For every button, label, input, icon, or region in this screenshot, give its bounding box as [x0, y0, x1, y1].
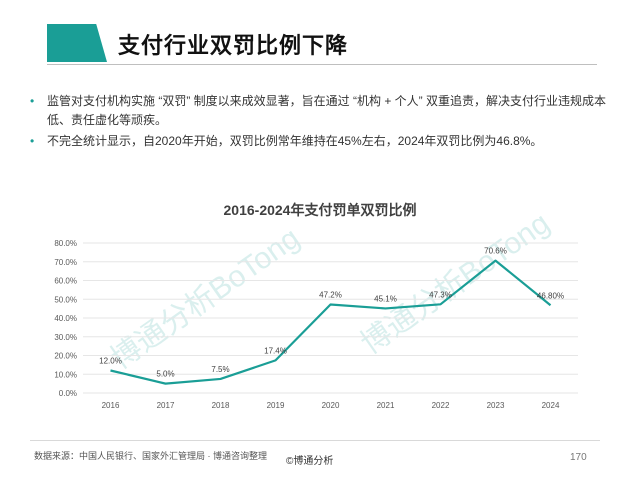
y-tick-label: 60.0% — [54, 277, 77, 286]
x-tick-label: 2024 — [542, 401, 560, 410]
page-number: 170 — [570, 452, 587, 463]
x-tick-label: 2018 — [212, 401, 230, 410]
bullet-text-1: 监管对支付机构实施 “双罚” 制度以来成效显著，旨在通过 “机构 + 个人” 双… — [47, 94, 606, 127]
data-label: 47.3% — [429, 290, 452, 299]
bullet-item-2: • 不完全统计显示，自2020年开始，双罚比例常年维持在45%左右，2024年双… — [30, 132, 620, 151]
y-tick-label: 10.0% — [54, 370, 77, 379]
title-divider — [47, 64, 597, 65]
x-tick-label: 2017 — [157, 401, 175, 410]
title-accent-block — [47, 24, 107, 62]
bullet-dot-icon: • — [30, 134, 35, 148]
y-tick-label: 70.0% — [54, 258, 77, 267]
x-tick-label: 2023 — [487, 401, 505, 410]
x-axis-ticks: 2016 2017 2018 2019 2020 2021 2022 2023 2024 — [102, 401, 560, 410]
data-label: 70.6% — [484, 247, 507, 256]
footer-divider — [30, 440, 600, 441]
y-tick-label: 40.0% — [54, 314, 77, 323]
copyright: ©博通分析 — [286, 456, 334, 467]
data-label: 45.1% — [374, 294, 397, 303]
data-labels: 12.0% 5.0% 7.5% 17.4% 47.2% 45.1% 47.3% 70.6% 46… — [99, 247, 564, 379]
y-axis-ticks: 0.0% 10.0% 20.0% 30.0% 40.0% 50.0% 60.0% 70.0% 8… — [54, 239, 77, 398]
y-tick-label: 50.0% — [54, 295, 77, 304]
bullet-list: • 监管对支付机构实施 “双罚” 制度以来成效显著，旨在通过 “机构 + 个人”… — [30, 92, 620, 153]
y-tick-label: 30.0% — [54, 333, 77, 342]
data-label: 7.5% — [211, 365, 229, 374]
x-tick-label: 2019 — [267, 401, 285, 410]
data-label: 46.80% — [537, 291, 564, 300]
chart-container: 博通分析BoTong 博通分析BoTong 2016-2024年支付罚单双罚比例 … — [30, 190, 610, 422]
x-tick-label: 2022 — [432, 401, 450, 410]
y-tick-label: 20.0% — [54, 352, 77, 361]
y-tick-label: 80.0% — [54, 239, 77, 248]
bullet-item-1: • 监管对支付机构实施 “双罚” 制度以来成效显著，旨在通过 “机构 + 个人”… — [30, 92, 620, 130]
y-tick-label: 0.0% — [59, 389, 77, 398]
x-tick-label: 2016 — [102, 401, 120, 410]
data-source: 数据来源：中国人民银行、国家外汇管理局 · 博通咨询整理 — [34, 451, 267, 461]
data-label: 47.2% — [319, 291, 342, 300]
bullet-text-2: 不完全统计显示，自2020年开始，双罚比例常年维持在45%左右，2024年双罚比… — [47, 134, 543, 148]
bullet-dot-icon: • — [30, 94, 35, 108]
page-title: 支付行业双罚比例下降 — [118, 33, 349, 58]
data-label: 5.0% — [156, 370, 174, 379]
data-label: 12.0% — [99, 357, 122, 366]
chart-title: 2016-2024年支付罚单双罚比例 — [224, 202, 417, 218]
x-tick-label: 2020 — [322, 401, 340, 410]
x-tick-label: 2021 — [377, 401, 395, 410]
series-line — [110, 259, 552, 385]
line-chart: 博通分析BoTong 博通分析BoTong 2016-2024年支付罚单双罚比例 … — [54, 202, 578, 410]
data-label: 17.4% — [264, 346, 287, 355]
